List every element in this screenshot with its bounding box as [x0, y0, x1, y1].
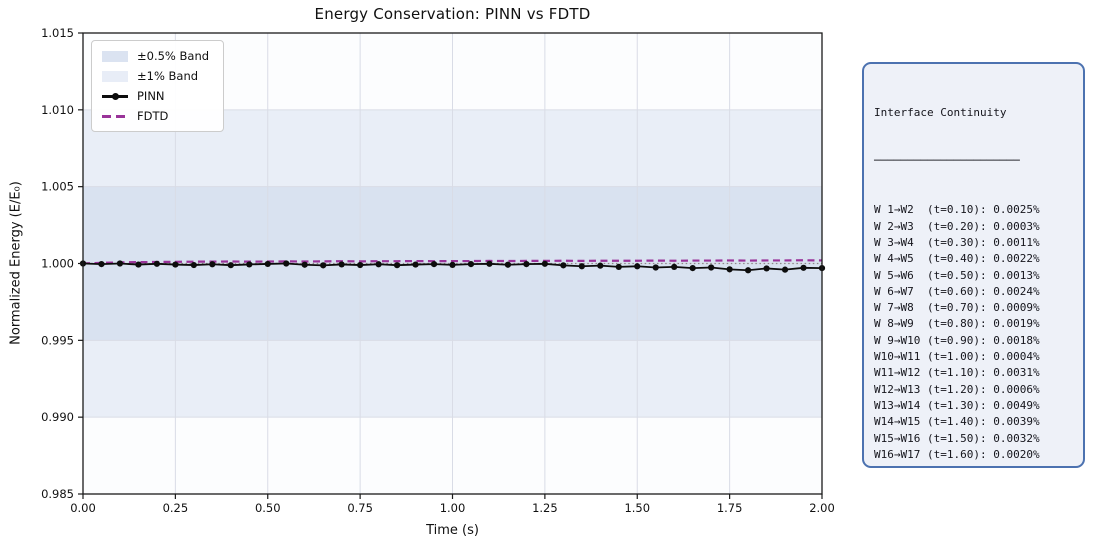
continuity-row: W 3→W4 (t=0.30): 0.0011%	[874, 235, 1040, 249]
legend-item-fdtd: FDTD	[102, 109, 209, 123]
fdtd-line	[82, 259, 823, 265]
continuity-row: W15→W16 (t=1.50): 0.0032%	[874, 431, 1040, 445]
continuity-row: W 5→W6 (t=0.50): 0.0013%	[874, 268, 1040, 282]
svg-text:1.75: 1.75	[717, 501, 743, 515]
y-tick-labels: 0.985 0.990 0.995 1.000 1.005 1.010 1.015	[41, 26, 74, 501]
band-swatch-icon	[102, 50, 128, 63]
legend-label: ±1% Band	[137, 69, 199, 83]
interface-continuity-panel: Interface Continuity ───────────────────…	[862, 62, 1085, 468]
legend-label: FDTD	[137, 109, 169, 123]
svg-text:1.010: 1.010	[41, 103, 74, 117]
svg-text:1.005: 1.005	[41, 180, 74, 194]
continuity-rows: W 1→W2 (t=0.10): 0.0025% W 2→W3 (t=0.20):…	[874, 202, 1073, 466]
continuity-row: W 4→W5 (t=0.40): 0.0022%	[874, 252, 1040, 266]
continuity-row: W16→W17 (t=1.60): 0.0020%	[874, 447, 1040, 461]
continuity-row: W 6→W7 (t=0.60): 0.0024%	[874, 284, 1040, 298]
x-ticks	[82, 494, 823, 499]
continuity-row: W17→W18 (t=1.70): 0.0064%	[874, 463, 1073, 466]
svg-text:0.990: 0.990	[41, 410, 74, 424]
svg-text:0.995: 0.995	[41, 333, 74, 347]
pinn-markers	[79, 260, 826, 274]
band-swatch-icon	[102, 70, 128, 83]
continuity-row: W10→W11 (t=1.00): 0.0004%	[874, 350, 1040, 364]
panel-title: Interface Continuity	[874, 105, 1007, 119]
continuity-row: W12→W13 (t=1.20): 0.0006%	[874, 382, 1040, 396]
svg-text:2.00: 2.00	[809, 501, 835, 515]
legend-label: PINN	[137, 89, 165, 103]
chart-title: Energy Conservation: PINN vs FDTD	[314, 5, 591, 23]
legend-item-pinn: PINN	[102, 89, 209, 103]
continuity-row: W 8→W9 (t=0.80): 0.0019%	[874, 317, 1040, 331]
svg-text:1.00: 1.00	[440, 501, 466, 515]
continuity-row: W 2→W3 (t=0.20): 0.0003%	[874, 219, 1040, 233]
continuity-row: W11→W12 (t=1.10): 0.0031%	[874, 366, 1040, 380]
continuity-row: W 9→W10 (t=0.90): 0.0018%	[874, 333, 1040, 347]
y-axis-label: Normalized Energy (E/E₀)	[8, 181, 24, 345]
legend-item-onepct-band: ±1% Band	[102, 69, 209, 83]
dashed-line-icon	[102, 110, 128, 123]
legend: ±0.5% Band ±1% Band PINN FDTD	[91, 40, 225, 132]
svg-text:1.25: 1.25	[532, 501, 558, 515]
continuity-row: W 7→W8 (t=0.70): 0.0009%	[874, 301, 1040, 315]
continuity-row: W14→W15 (t=1.40): 0.0039%	[874, 415, 1040, 429]
x-axis-label: Time (s)	[426, 523, 479, 538]
svg-text:1.015: 1.015	[41, 26, 74, 40]
line-marker-icon	[102, 90, 128, 103]
x-tick-labels: 0.00 0.25 0.50 0.75 1.00 1.25 1.50 1.75 2.00	[70, 501, 835, 515]
continuity-row: W13→W14 (t=1.30): 0.0049%	[874, 398, 1040, 412]
svg-text:0.00: 0.00	[70, 501, 96, 515]
svg-text:0.25: 0.25	[163, 501, 189, 515]
svg-text:0.985: 0.985	[41, 487, 74, 501]
legend-item-halfpct-band: ±0.5% Band	[102, 49, 209, 63]
svg-text:0.75: 0.75	[347, 501, 373, 515]
svg-text:1.000: 1.000	[41, 257, 74, 271]
svg-text:0.50: 0.50	[255, 501, 281, 515]
svg-text:1.50: 1.50	[624, 501, 650, 515]
legend-label: ±0.5% Band	[137, 49, 210, 63]
continuity-row: W 1→W2 (t=0.10): 0.0025%	[874, 203, 1040, 217]
y-ticks	[78, 32, 83, 495]
panel-divider: ──────────────────────	[874, 154, 1020, 168]
